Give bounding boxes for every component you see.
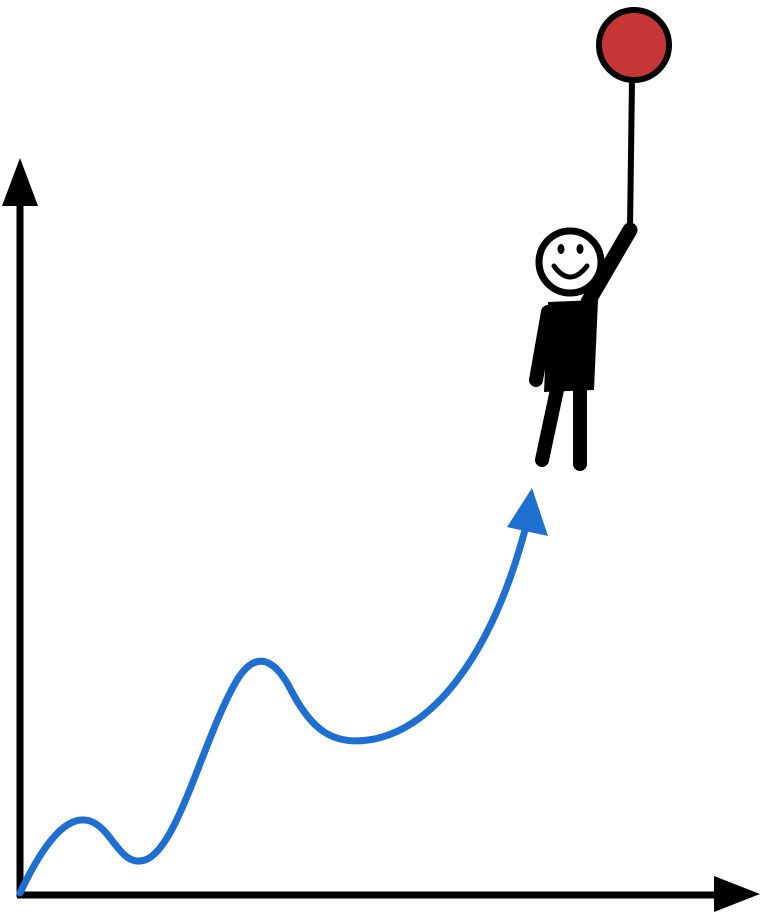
page: (() => { const data = JSON.parse(documen… [0, 0, 762, 923]
x-axis-arrowhead [714, 876, 760, 912]
head [539, 231, 601, 293]
right-eye [577, 244, 584, 254]
left-leg [542, 385, 558, 460]
curve-arrowhead [507, 488, 548, 536]
balloon-string [630, 80, 632, 228]
left-eye [558, 244, 565, 254]
y-axis-arrowhead [2, 158, 38, 206]
stick-figure [536, 230, 630, 464]
illustration [0, 0, 762, 923]
body [544, 300, 598, 392]
balloon [599, 10, 669, 80]
growth-curve [20, 530, 525, 893]
